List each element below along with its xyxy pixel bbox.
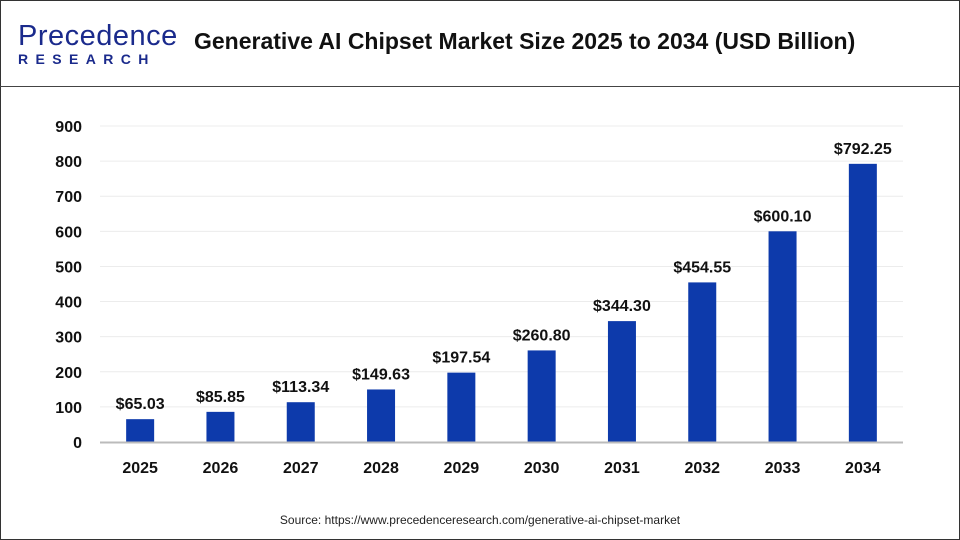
x-tick-label: 2026 [203,460,239,477]
data-label: $113.34 [272,379,329,396]
logo-line2: RESEARCH [18,51,156,67]
y-tick-label: 700 [55,189,82,206]
y-tick-label: 900 [55,119,82,136]
precedence-research-logo: Precedence RESEARCH [18,20,178,68]
x-tick-label: 2034 [845,460,881,477]
x-tick-label: 2025 [122,460,158,477]
y-tick-label: 500 [55,259,82,276]
bar-2031 [607,321,636,442]
data-label: $344.30 [593,298,651,315]
bar-2027 [286,402,315,442]
y-tick-label: 300 [55,330,82,347]
y-tick-label: 200 [55,365,82,382]
data-label: $792.25 [834,141,892,158]
data-label: $65.03 [116,396,165,413]
data-label: $454.55 [673,259,731,276]
y-tick-label: 0 [73,435,82,452]
source-note: Source: https://www.precedenceresearch.c… [279,513,681,527]
x-tick-label: 2029 [444,460,480,477]
logo-line1: Precedence [18,20,178,52]
y-tick-label: 100 [55,400,82,417]
data-label: $149.63 [352,366,410,383]
y-tick-label: 600 [55,224,82,241]
chart-title: Generative AI Chipset Market Size 2025 t… [194,28,856,54]
bar-2025 [126,419,155,442]
data-label: $85.85 [196,389,245,406]
bar-2032 [688,282,717,442]
bar-2030 [527,350,556,442]
x-tick-label: 2027 [283,460,319,477]
bar-2026 [206,411,235,442]
header: Precedence RESEARCH Generative AI Chipse… [0,0,960,87]
bar-2033 [768,231,797,442]
y-tick-label: 400 [55,295,82,312]
bar-2034 [848,163,877,443]
x-tick-label: 2030 [524,460,560,477]
x-tick-label: 2028 [363,460,399,477]
y-tick-label: 800 [55,154,82,171]
x-tick-label: 2033 [765,460,801,477]
bar-2028 [367,389,396,442]
x-tick-label: 2031 [604,460,640,477]
data-label: $197.54 [432,350,490,367]
x-tick-label: 2032 [684,460,720,477]
bar-2029 [447,372,476,442]
data-label: $600.10 [754,208,812,225]
data-label: $260.80 [513,327,571,344]
